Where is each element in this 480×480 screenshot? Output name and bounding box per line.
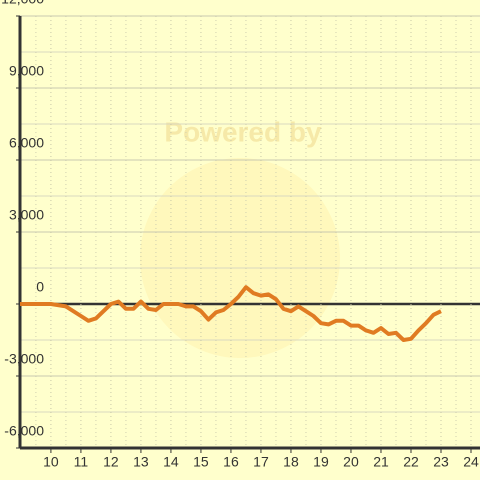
x-tick-label: 16 [223,454,239,470]
x-tick-label: 18 [283,454,299,470]
x-tick-label: 15 [193,454,209,470]
watermark-logo [140,158,340,358]
x-tick-label: 20 [343,454,359,470]
x-tick-label: 17 [253,454,269,470]
x-tick-label: 23 [433,454,449,470]
x-tick-label: 10 [43,454,59,470]
x-tick-label: 13 [133,454,149,470]
x-tick-label: 12 [103,454,119,470]
y-tick-label: 9,000 [9,63,44,79]
watermark: Powered by [164,116,322,147]
x-tick-label: 24 [463,454,479,470]
y-tick-label: 0 [36,279,44,295]
y-tick-label: -3,000 [4,351,44,367]
y-tick-label: 12,000 [1,0,44,7]
data-line [20,285,442,342]
x-tick-label: 22 [403,454,419,470]
x-tick-label: 11 [74,454,89,470]
y-tick-label: 6,000 [9,135,44,151]
x-tick-label: 19 [313,454,329,470]
x-tick-label: 14 [163,454,179,470]
y-tick-label: 3,000 [9,207,44,223]
y-tick-label: -6,000 [4,423,44,439]
x-tick-label: 21 [373,454,389,470]
